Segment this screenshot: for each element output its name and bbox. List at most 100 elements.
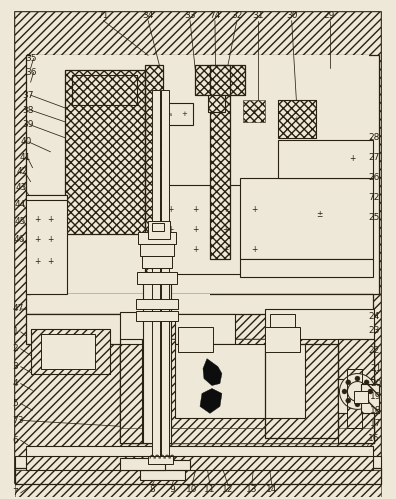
Circle shape (368, 389, 373, 394)
Bar (145, 65, 163, 274)
Bar (148, 222, 170, 240)
Text: +: + (192, 225, 198, 234)
Text: 25: 25 (368, 213, 379, 222)
Bar (136, 299, 178, 309)
Bar (152, 90, 160, 458)
Text: 24: 24 (368, 312, 379, 321)
Text: 26: 26 (368, 173, 379, 182)
Bar (150, 185, 285, 274)
Bar (65, 70, 145, 235)
Bar (26, 294, 373, 314)
Text: +: + (222, 245, 228, 254)
Text: 12: 12 (222, 486, 234, 495)
Text: +: + (181, 111, 187, 117)
Bar (15, 456, 381, 470)
Bar (175, 349, 305, 418)
Bar (26, 314, 145, 344)
Text: 20: 20 (370, 379, 381, 388)
Text: 17: 17 (370, 419, 381, 428)
Text: 33: 33 (184, 11, 196, 20)
Bar (265, 327, 300, 352)
Text: 37: 37 (23, 91, 34, 100)
Bar (195, 65, 245, 95)
Bar (208, 95, 225, 112)
Text: 13: 13 (246, 486, 257, 495)
Bar (137, 272, 177, 284)
Bar (136, 311, 178, 321)
Text: 42: 42 (17, 167, 28, 176)
Bar (26, 195, 67, 294)
Text: +: + (34, 256, 41, 266)
Text: s: s (168, 112, 172, 117)
Bar (240, 259, 373, 277)
Bar (120, 312, 170, 344)
Text: +: + (48, 256, 54, 266)
Text: +: + (294, 116, 300, 122)
Bar (30, 329, 110, 374)
Text: 1: 1 (13, 327, 18, 336)
Bar (175, 344, 305, 418)
Bar (145, 65, 163, 274)
Bar (208, 95, 225, 112)
Text: +: + (192, 205, 198, 214)
Bar (120, 339, 142, 443)
Bar (26, 456, 373, 470)
Text: +: + (48, 215, 54, 224)
Bar (210, 65, 230, 259)
Text: +: + (251, 108, 257, 114)
Bar (138, 233, 176, 245)
Text: 6: 6 (13, 436, 18, 445)
Bar (30, 55, 369, 289)
Text: 45: 45 (15, 217, 26, 226)
Bar (178, 327, 213, 352)
Circle shape (364, 380, 369, 385)
Bar (120, 458, 165, 470)
Bar (140, 460, 185, 480)
Bar (120, 339, 142, 443)
Text: 39: 39 (23, 120, 34, 130)
Text: 16: 16 (368, 434, 379, 443)
Circle shape (346, 380, 351, 385)
Bar (163, 103, 193, 125)
Text: 30: 30 (286, 11, 297, 20)
Text: 31: 31 (252, 11, 264, 20)
Bar (120, 339, 374, 443)
Bar (270, 314, 295, 336)
Text: 47: 47 (13, 304, 24, 313)
Text: +: + (251, 245, 258, 254)
Text: 71: 71 (97, 11, 109, 20)
Text: 3: 3 (13, 362, 18, 371)
Bar (278, 100, 316, 138)
Text: 32: 32 (231, 11, 243, 20)
Bar (337, 339, 374, 443)
Bar (142, 256, 172, 268)
Bar (152, 224, 164, 232)
Text: 35: 35 (26, 54, 37, 63)
Circle shape (355, 376, 360, 381)
Text: 43: 43 (15, 183, 27, 192)
Polygon shape (203, 359, 222, 386)
Bar (40, 334, 95, 369)
Text: +: + (167, 205, 173, 214)
Circle shape (364, 398, 369, 403)
Text: +: + (167, 245, 173, 254)
Polygon shape (200, 389, 222, 413)
Text: 40: 40 (21, 137, 32, 146)
Bar (148, 456, 173, 464)
Bar (26, 195, 67, 200)
Bar (30, 294, 210, 309)
Circle shape (355, 402, 360, 407)
Bar (265, 344, 337, 438)
Bar (72, 75, 137, 105)
Text: 22: 22 (368, 346, 379, 355)
Text: +: + (34, 215, 41, 224)
Text: 11: 11 (204, 486, 216, 495)
Bar (195, 65, 245, 95)
Text: 14: 14 (266, 486, 278, 495)
Bar (337, 339, 374, 443)
Bar (265, 309, 374, 339)
Bar (347, 369, 362, 428)
Text: 41: 41 (20, 153, 31, 162)
Text: 21: 21 (370, 364, 381, 373)
Text: 38: 38 (23, 106, 34, 115)
